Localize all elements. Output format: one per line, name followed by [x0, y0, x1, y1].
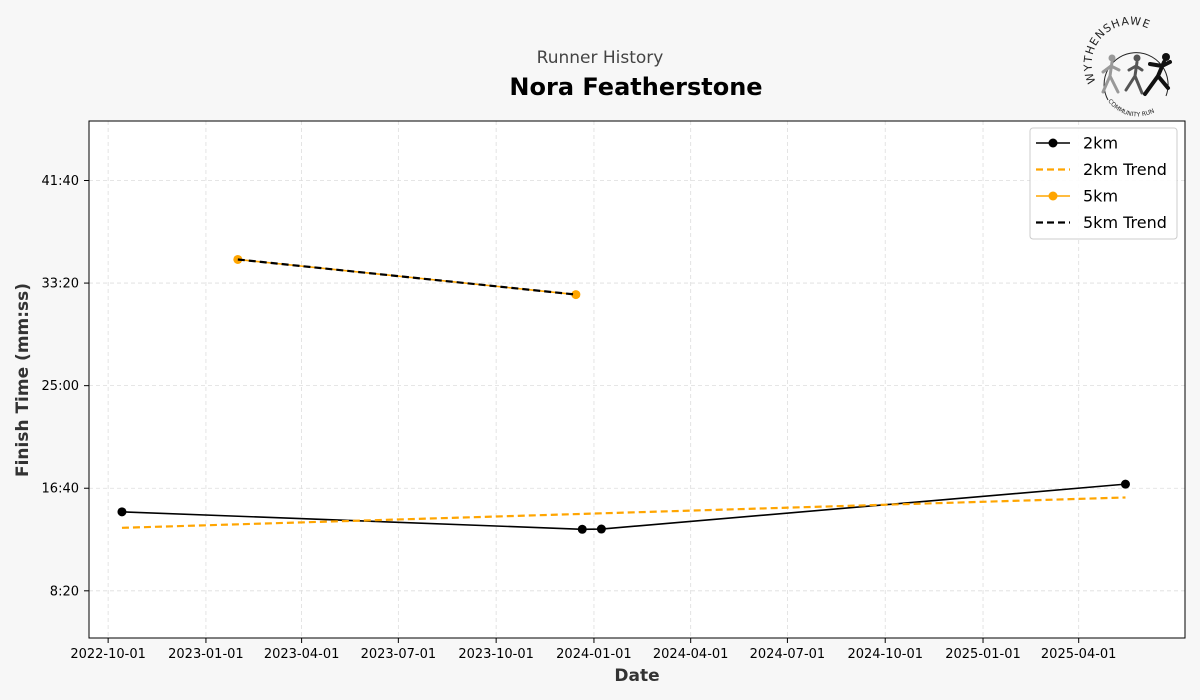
series-layer — [117, 254, 1130, 534]
runner-silhouettes-icon — [1101, 53, 1172, 96]
y-tick-label: 41:40 — [42, 174, 79, 189]
legend-label-2km-trend: 2km Trend — [1083, 160, 1167, 179]
series-line-2km-trend — [121, 496, 1126, 529]
chart-title: Nora Featherstone — [509, 73, 762, 101]
data-point-2km — [1120, 479, 1130, 489]
y-tick-label: 33:20 — [42, 277, 79, 292]
x-tick-label: 2025-01-01 — [945, 647, 1021, 662]
data-point-2km — [577, 524, 587, 534]
legend-marker-5km — [1048, 191, 1058, 201]
y-axis-label: Finish Time (mm:ss) — [13, 283, 33, 477]
series-line-5km-trend — [237, 258, 576, 296]
x-tick-label: 2024-01-01 — [556, 647, 632, 662]
legend-label-2km: 2km — [1083, 134, 1118, 153]
axis-ticks: 2022-10-01 2023-01-01 2023-04-01 2023-07-01… — [42, 174, 1117, 662]
x-tick-label: 2023-04-01 — [264, 647, 340, 662]
data-point-2km — [117, 507, 127, 517]
logo-top-text: WYTHENSHAWE — [1081, 14, 1152, 85]
x-tick-label: 2024-07-01 — [750, 647, 826, 662]
x-axis-label: Date — [614, 666, 659, 686]
data-point-5km — [571, 290, 581, 300]
y-tick-label: 16:40 — [42, 482, 79, 497]
logo-bottom-text: COMMUNITY RUN — [1106, 98, 1155, 119]
x-tick-label: 2025-04-01 — [1041, 647, 1117, 662]
x-tick-label: 2022-10-01 — [70, 647, 146, 662]
x-tick-label: 2024-10-01 — [847, 647, 923, 662]
legend-marker-2km — [1048, 138, 1058, 148]
x-tick-label: 2024-04-01 — [653, 647, 729, 662]
x-tick-label: 2023-07-01 — [361, 647, 437, 662]
chart-legend: 2km 2km Trend 5km 5km Trend — [1029, 127, 1178, 240]
chart-supertitle: Runner History — [537, 48, 664, 68]
y-tick-label: 25:00 — [42, 379, 79, 394]
y-tick-label: 8:20 — [50, 584, 79, 599]
plot-frame — [88, 120, 1186, 639]
grid-lines — [89, 121, 1185, 638]
plot-area — [89, 121, 1185, 638]
legend-label-5km-trend: 5km Trend — [1083, 213, 1167, 232]
wythenshawe-logo: WYTHENSHAWE COMMUNITY RUN — [1081, 14, 1172, 119]
legend-box — [1029, 127, 1178, 240]
x-tick-label: 2023-10-01 — [458, 647, 534, 662]
data-point-2km — [596, 524, 606, 534]
legend-label-5km: 5km — [1083, 187, 1118, 206]
x-tick-label: 2023-01-01 — [168, 647, 244, 662]
series-line-2km — [121, 483, 1126, 531]
